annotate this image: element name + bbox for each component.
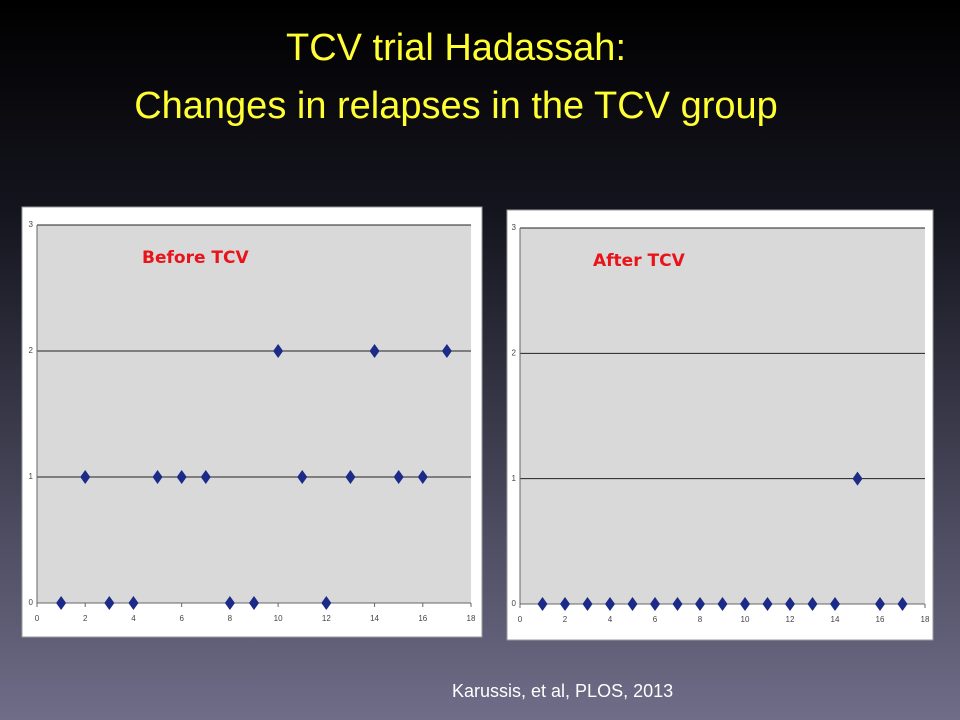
y-tick-label: 0 bbox=[29, 598, 34, 607]
point bbox=[249, 596, 259, 610]
slide-subtitle: Changes in relapses in the TCV group bbox=[134, 85, 778, 127]
x-tick-label: 2 bbox=[563, 615, 568, 624]
x-tick-label: 18 bbox=[921, 615, 930, 624]
point bbox=[807, 597, 818, 611]
point bbox=[200, 470, 211, 484]
x-tick-label: 12 bbox=[322, 614, 331, 623]
x-tick-label: 14 bbox=[370, 614, 379, 623]
x-tick-label: 8 bbox=[698, 615, 703, 624]
point bbox=[56, 596, 67, 610]
point bbox=[537, 597, 548, 611]
point bbox=[830, 597, 840, 611]
x-tick-label: 18 bbox=[467, 614, 476, 623]
point bbox=[852, 471, 863, 486]
point bbox=[441, 344, 452, 358]
point bbox=[417, 470, 428, 484]
point bbox=[605, 597, 615, 611]
y-tick-label: 1 bbox=[29, 472, 34, 481]
plot-area bbox=[520, 228, 925, 604]
y-tick-label: 3 bbox=[512, 223, 517, 232]
x-tick-label: 6 bbox=[653, 615, 658, 624]
y-tick-label: 0 bbox=[512, 599, 517, 608]
point bbox=[104, 596, 115, 610]
point bbox=[740, 597, 750, 611]
point bbox=[176, 470, 187, 484]
x-tick-label: 10 bbox=[741, 615, 750, 624]
point bbox=[582, 597, 593, 611]
point bbox=[627, 597, 638, 611]
y-tick-label: 3 bbox=[29, 220, 34, 229]
point bbox=[273, 344, 284, 358]
point bbox=[152, 470, 163, 484]
point bbox=[717, 597, 728, 611]
x-tick-label: 6 bbox=[179, 614, 184, 623]
point bbox=[672, 597, 683, 611]
point bbox=[224, 596, 235, 610]
slide-title: TCV trial Hadassah: bbox=[286, 27, 626, 69]
point bbox=[369, 344, 380, 358]
point bbox=[297, 470, 308, 484]
x-tick-label: 0 bbox=[518, 615, 523, 624]
x-tick-label: 10 bbox=[274, 614, 283, 623]
point bbox=[875, 597, 885, 611]
point bbox=[128, 596, 139, 610]
x-tick-label: 0 bbox=[35, 614, 40, 623]
x-tick-label: 4 bbox=[608, 615, 613, 624]
point bbox=[321, 596, 332, 610]
point bbox=[80, 470, 91, 484]
x-tick-label: 8 bbox=[228, 614, 233, 623]
x-tick-label: 2 bbox=[83, 614, 88, 623]
x-tick-label: 16 bbox=[876, 615, 885, 624]
x-tick-label: 12 bbox=[786, 615, 795, 624]
x-tick-label: 4 bbox=[131, 614, 136, 623]
x-tick-label: 14 bbox=[831, 615, 840, 624]
point bbox=[345, 470, 356, 484]
chart-title: Before TCV bbox=[142, 248, 249, 268]
chart-title: After TCV bbox=[593, 251, 686, 271]
point bbox=[785, 597, 795, 611]
plot-area bbox=[37, 225, 471, 603]
y-tick-label: 2 bbox=[29, 346, 34, 355]
point bbox=[560, 597, 570, 611]
y-tick-label: 1 bbox=[512, 474, 517, 483]
point bbox=[695, 597, 705, 611]
point bbox=[762, 597, 773, 611]
y-tick-label: 2 bbox=[512, 348, 517, 357]
x-tick-label: 16 bbox=[418, 614, 427, 623]
citation: Karussis, et al, PLOS, 2013 bbox=[452, 681, 673, 701]
point bbox=[650, 597, 660, 611]
point bbox=[393, 470, 404, 484]
point bbox=[897, 597, 908, 611]
